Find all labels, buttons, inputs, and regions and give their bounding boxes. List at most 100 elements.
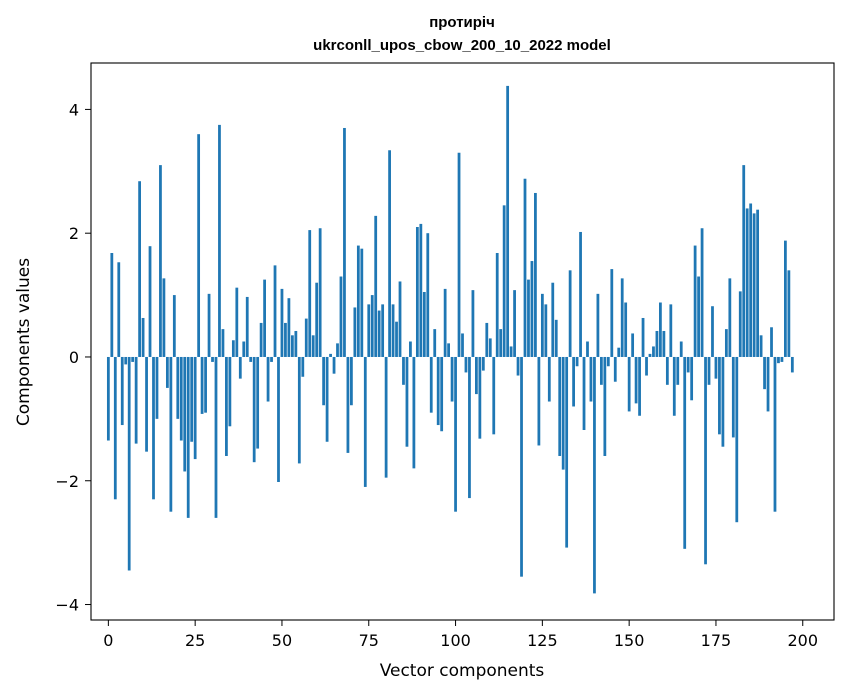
bar: [259, 322, 263, 357]
bar: [221, 329, 225, 357]
bar: [315, 282, 319, 357]
bar: [273, 265, 277, 357]
bar: [429, 356, 433, 413]
bar: [422, 291, 426, 357]
bar: [773, 356, 777, 512]
bar: [665, 356, 669, 385]
bar: [159, 165, 162, 357]
bar: [537, 356, 541, 446]
bar: [579, 231, 582, 357]
bar: [252, 356, 256, 463]
bar: [527, 279, 530, 357]
bar: [304, 318, 308, 357]
x-tick-label: 50: [272, 631, 292, 650]
bar: [499, 329, 503, 357]
bar: [207, 293, 211, 357]
chart-title: протиріч: [429, 14, 495, 31]
bar: [339, 276, 343, 357]
bar: [551, 282, 555, 357]
bar: [565, 356, 569, 548]
bar: [370, 295, 374, 357]
bar: [662, 330, 666, 357]
bar: [568, 270, 572, 357]
y-tick-label: 4: [69, 100, 79, 119]
bar: [617, 347, 621, 357]
bar: [509, 346, 513, 357]
bar: [544, 304, 548, 357]
bar: [572, 356, 575, 407]
bar: [228, 356, 232, 427]
bar: [165, 356, 169, 388]
bar: [436, 356, 440, 426]
bar: [787, 270, 791, 357]
bar: [169, 356, 173, 512]
bar: [346, 356, 350, 453]
bar: [231, 340, 235, 357]
x-tick-label: 100: [440, 631, 471, 650]
bar: [395, 321, 398, 357]
bar: [672, 356, 676, 416]
plot-frame: [90, 62, 835, 621]
bar: [235, 287, 239, 357]
bar: [738, 291, 742, 357]
bar: [367, 304, 371, 357]
bar: [280, 288, 284, 357]
bar: [440, 356, 444, 432]
bar: [277, 356, 280, 482]
x-tick-label: 175: [701, 631, 732, 650]
bar: [113, 356, 117, 500]
bar: [620, 278, 624, 357]
bar: [162, 278, 166, 357]
bar: [197, 134, 201, 357]
bar: [554, 319, 558, 357]
bar: [443, 288, 447, 357]
bar: [495, 253, 499, 357]
bar: [419, 223, 423, 357]
bar: [485, 322, 489, 357]
bar: [183, 356, 187, 472]
bar: [110, 253, 114, 357]
bar: [329, 353, 332, 357]
bar: [308, 230, 312, 357]
bar: [450, 356, 454, 402]
bar: [659, 302, 662, 357]
bar: [211, 356, 214, 362]
bar: [589, 356, 593, 402]
bar: [513, 290, 516, 357]
x-tick-label: 0: [103, 631, 113, 650]
bar: [759, 335, 763, 357]
bar: [415, 227, 419, 357]
bar: [287, 298, 291, 357]
bar: [624, 302, 628, 357]
bar: [200, 356, 204, 414]
bar: [693, 245, 697, 357]
x-tick-label: 125: [527, 631, 558, 650]
bar: [454, 356, 457, 512]
bar: [363, 356, 367, 487]
bar: [117, 262, 121, 357]
bar: [780, 356, 784, 362]
bar: [481, 356, 485, 371]
bar: [770, 327, 773, 357]
bar: [516, 356, 520, 376]
bar: [322, 356, 326, 406]
bar: [374, 215, 378, 357]
bar: [152, 356, 155, 500]
bar: [301, 356, 305, 377]
bar: [225, 356, 228, 456]
bar: [523, 178, 527, 357]
y-tick-label: 2: [69, 224, 79, 243]
bar: [603, 356, 607, 456]
bar: [353, 307, 357, 357]
bar: [676, 356, 680, 385]
bar: [457, 152, 461, 357]
bar: [711, 306, 714, 357]
bar: [464, 356, 468, 373]
bar: [652, 346, 655, 357]
y-axis-label: Components values: [14, 258, 34, 426]
bar: [641, 317, 645, 357]
bar: [756, 209, 760, 357]
bar: [242, 341, 246, 357]
bar: [391, 304, 395, 357]
x-axis-label: Vector components: [380, 661, 545, 681]
